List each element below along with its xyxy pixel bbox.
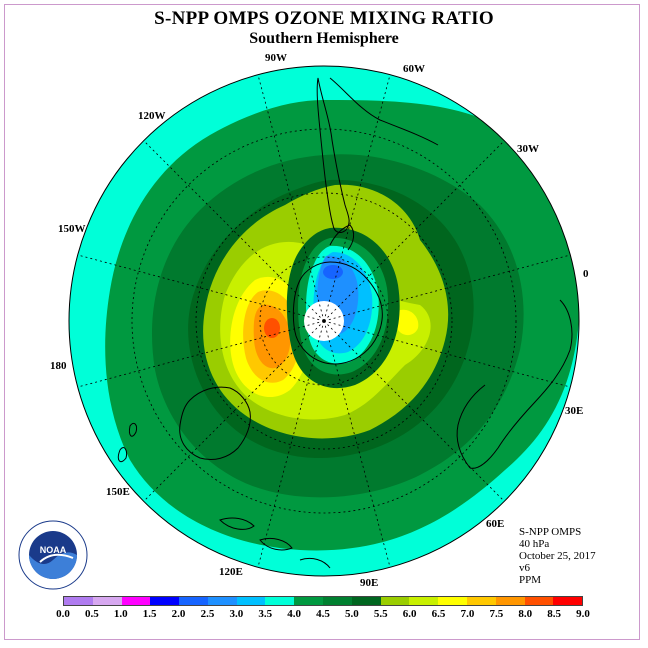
color-scale-tick-label: 3.0: [229, 608, 244, 620]
lon-label-90e: 90E: [360, 577, 379, 589]
lon-label-60w: 60W: [403, 63, 425, 75]
info-units: PPM: [519, 574, 542, 586]
color-scale-bar: [63, 596, 583, 606]
lon-label-120e: 120E: [219, 566, 243, 578]
color-swatch: [495, 597, 525, 605]
color-swatch: [524, 597, 554, 605]
color-swatch: [351, 597, 381, 605]
color-swatch: [236, 597, 266, 605]
color-swatch: [121, 597, 151, 605]
lon-label-120w: 120W: [138, 110, 166, 122]
color-scale-tick-label: 3.5: [258, 608, 273, 620]
color-scale-tick-label: 1.0: [113, 608, 128, 620]
color-scale-tick-label: 0.5: [85, 608, 99, 620]
color-scale-tick-label: 8.5: [547, 608, 561, 620]
lon-label-60e: 60E: [486, 518, 505, 530]
lon-label-90w: 90W: [265, 52, 287, 64]
ozone-band-8.0: [264, 318, 280, 338]
color-swatch: [553, 597, 583, 605]
info-block: S-NPP OMPS 40 hPa October 25, 2017 v6 PP…: [519, 526, 596, 586]
lon-label-150e: 150E: [106, 486, 130, 498]
coastlines: [117, 77, 573, 569]
color-scale-tick-label: 7.5: [489, 608, 504, 620]
color-scale-tick-label: 6.5: [431, 608, 446, 620]
info-version: v6: [519, 562, 530, 574]
color-scale-tick-label: 4.0: [287, 608, 301, 620]
color-scale-tick-label: 5.0: [345, 608, 359, 620]
info-instrument: S-NPP OMPS: [519, 526, 582, 538]
color-scale-tick-label: 5.5: [373, 608, 388, 620]
color-scale-tick-label: 1.5: [142, 608, 157, 620]
ozone-hole-2.0: [323, 265, 343, 279]
color-scale-tick-label: 0.0: [56, 608, 70, 620]
info-level: 40 hPa: [519, 538, 550, 550]
color-scale-tick-label: 9.0: [576, 608, 590, 620]
info-date: October 25, 2017: [519, 550, 596, 562]
color-swatch: [265, 597, 295, 605]
map-frame: [4, 4, 640, 640]
map-subtitle: Southern Hemisphere: [249, 30, 399, 47]
noaa-logo: NOAA: [18, 520, 88, 590]
lon-label-30w: 30W: [517, 143, 539, 155]
color-swatch: [323, 597, 352, 605]
color-scale-tick-label: 2.5: [200, 608, 215, 620]
color-scale-tick-label: 4.5: [316, 608, 330, 620]
color-swatch: [438, 597, 467, 605]
color-swatch: [64, 597, 93, 605]
color-swatch: [150, 597, 180, 605]
color-swatch: [466, 597, 496, 605]
color-scale-tick-label: 7.0: [460, 608, 475, 620]
color-swatch: [179, 597, 208, 605]
lon-label-0: 0: [583, 268, 589, 280]
lon-label-30e: 30E: [565, 405, 584, 417]
color-swatch: [92, 597, 122, 605]
color-swatch: [409, 597, 439, 605]
color-swatch: [294, 597, 324, 605]
noaa-logo-text: NOAA: [40, 545, 67, 555]
color-scale-tick-label: 2.0: [171, 608, 186, 620]
ozone-band-6.5-east: [395, 309, 419, 336]
color-scale-tick-label: 8.0: [518, 608, 533, 620]
lon-label-180: 180: [50, 360, 67, 372]
color-scale-tick-label: 6.0: [402, 608, 417, 620]
map-title: S-NPP OMPS OZONE MIXING RATIO: [154, 8, 494, 29]
color-swatch: [380, 597, 410, 605]
color-swatch: [207, 597, 237, 605]
lon-label-150w: 150W: [58, 223, 86, 235]
graticule: [77, 74, 571, 568]
